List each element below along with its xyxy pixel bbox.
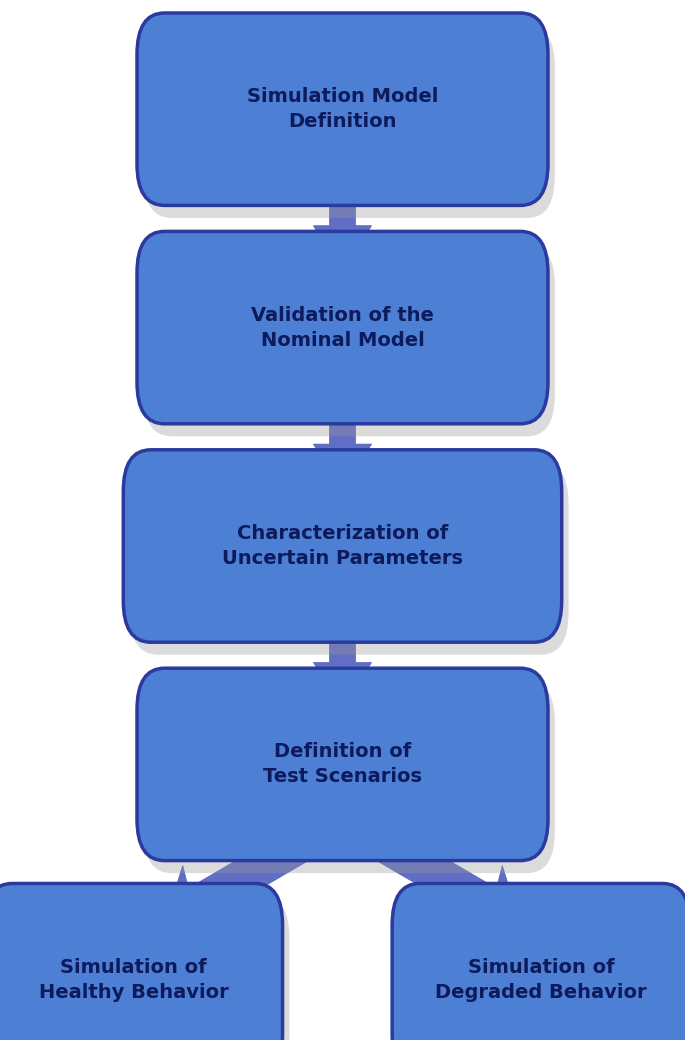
Polygon shape [338,801,521,948]
FancyBboxPatch shape [123,449,562,642]
Polygon shape [164,801,347,948]
FancyBboxPatch shape [137,668,548,861]
Polygon shape [313,383,371,491]
FancyBboxPatch shape [137,231,548,424]
FancyBboxPatch shape [137,12,548,205]
FancyBboxPatch shape [0,884,282,1040]
FancyBboxPatch shape [144,680,555,873]
FancyBboxPatch shape [399,895,685,1040]
Text: Simulation of
Healthy Behavior: Simulation of Healthy Behavior [38,958,229,1002]
FancyBboxPatch shape [144,243,555,437]
Text: Validation of the
Nominal Model: Validation of the Nominal Model [251,306,434,349]
Text: Simulation of
Degraded Behavior: Simulation of Degraded Behavior [436,958,647,1002]
FancyBboxPatch shape [130,462,569,655]
Text: Simulation Model
Definition: Simulation Model Definition [247,87,438,131]
FancyBboxPatch shape [144,25,555,217]
Text: Definition of
Test Scenarios: Definition of Test Scenarios [263,743,422,786]
Text: Characterization of
Uncertain Parameters: Characterization of Uncertain Parameters [222,524,463,568]
Polygon shape [313,164,371,272]
FancyBboxPatch shape [392,884,685,1040]
FancyBboxPatch shape [0,895,289,1040]
Polygon shape [313,601,371,709]
